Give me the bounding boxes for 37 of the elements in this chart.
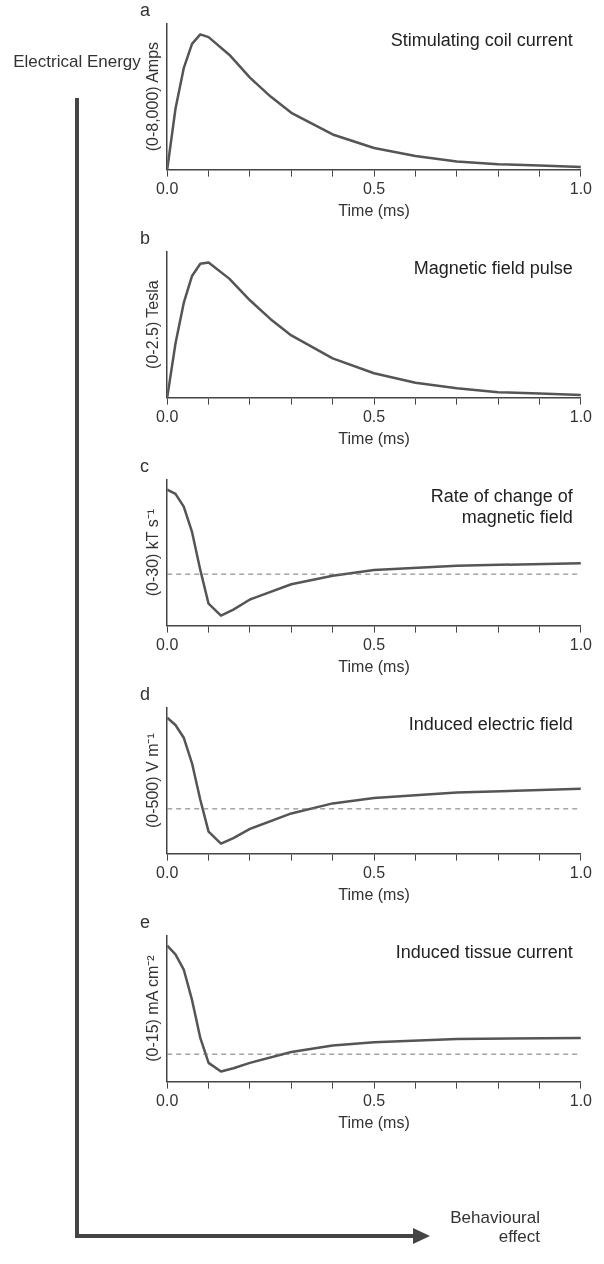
- chart-title: d: [140, 683, 151, 704]
- x-axis-title: Time (ms): [338, 657, 410, 675]
- x-tick-label: 0.5: [362, 1091, 386, 1109]
- chart-title: b: [140, 227, 151, 248]
- x-tick-label: 1.0: [569, 863, 593, 881]
- x-tick-label: 0.5: [362, 635, 386, 653]
- y-axis-title: (0-30) kT s⁻¹: [144, 508, 162, 597]
- annotation: Stimulating coil current: [390, 29, 573, 50]
- x-tick-label: 0.0: [156, 1091, 179, 1109]
- y-axis-title: (0-15) mA cm⁻²: [144, 954, 162, 1062]
- y-axis-title: (0-500) V m⁻¹: [144, 733, 162, 828]
- x-tick-label: 1.0: [569, 1091, 593, 1109]
- x-tick-label: 0.0: [156, 635, 179, 653]
- chart-title: c: [140, 455, 149, 476]
- x-axis-title: Time (ms): [338, 1113, 410, 1131]
- x-tick-label: 0.0: [156, 407, 179, 425]
- text: Behavioural effect: [449, 1208, 540, 1246]
- x-axis-title: Time (ms): [338, 885, 410, 903]
- annotation: Induced electric field: [408, 713, 573, 734]
- annotation: Induced tissue current: [395, 941, 573, 962]
- chart-title: a: [140, 0, 151, 20]
- x-tick-label: 1.0: [569, 635, 593, 653]
- x-tick-label: 0.5: [362, 863, 386, 881]
- x-tick-label: 0.5: [362, 407, 386, 425]
- y-axis-title: (0-8,000) Amps: [144, 41, 162, 152]
- x-tick-label: 0.5: [362, 179, 386, 197]
- annotation: Magnetic field pulse: [413, 257, 573, 278]
- chart-title: e: [140, 911, 151, 932]
- x-axis-title: Time (ms): [338, 429, 410, 447]
- x-axis-title: Time (ms): [338, 201, 410, 219]
- x-tick-label: 0.0: [156, 863, 179, 881]
- x-tick-label: 1.0: [569, 407, 593, 425]
- text: Electrical Energy: [12, 52, 142, 71]
- annotation: Rate of change of magnetic field: [430, 485, 574, 527]
- y-axis-title: (0-2.5) Tesla: [144, 280, 162, 369]
- x-tick-label: 0.0: [156, 179, 179, 197]
- x-tick-label: 1.0: [569, 179, 593, 197]
